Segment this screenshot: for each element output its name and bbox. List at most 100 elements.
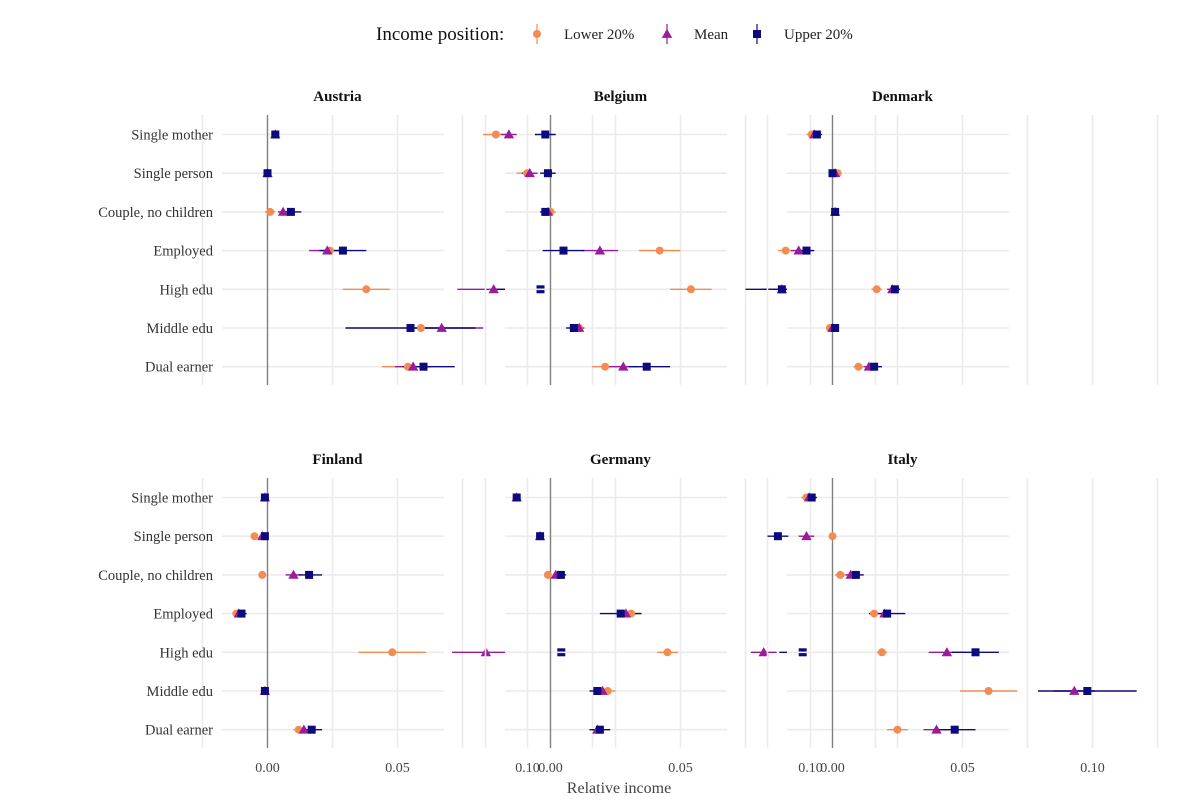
- point-mean: [801, 531, 812, 541]
- point-mean: [793, 245, 804, 255]
- point-lower-20: [893, 725, 902, 734]
- point-upper-20: [419, 362, 428, 371]
- panel-denmark: Denmark: [766, 89, 1159, 385]
- category-label: Employed: [153, 607, 213, 623]
- point-upper-20: [286, 207, 295, 216]
- point-upper-20: [812, 130, 821, 139]
- point-upper-20: [569, 324, 578, 332]
- x-tick-label: 0.00: [255, 761, 280, 776]
- point-lower-20: [984, 687, 993, 695]
- point-upper-20: [616, 609, 625, 618]
- point-lower-20: [872, 285, 881, 294]
- x-tick-label: 0.05: [950, 761, 975, 776]
- series-group: [767, 492, 1137, 734]
- category-label: Dual earner: [145, 360, 213, 376]
- point-lower-20: [491, 130, 500, 139]
- point-upper-20: [260, 532, 269, 541]
- category-label: Single person: [134, 529, 214, 545]
- point-mean: [594, 245, 606, 255]
- grid: [201, 478, 594, 748]
- point-mean: [524, 168, 535, 178]
- x-axis-title: Relative income: [567, 780, 671, 797]
- point-upper-20: [831, 207, 840, 216]
- point-lower-20: [250, 532, 259, 541]
- point-lower-20: [877, 648, 886, 657]
- point-mean: [322, 245, 333, 255]
- category-label: Couple, no children: [98, 568, 214, 584]
- point-mean: [436, 322, 447, 332]
- point-upper-20: [263, 169, 272, 178]
- point-lower-20: [258, 570, 267, 579]
- category-label: Employed: [153, 244, 213, 260]
- x-tick-label: 0.10: [515, 761, 540, 776]
- legend: Income position: Lower 20% Mean Upper 20%: [376, 24, 853, 45]
- point-lower-20: [836, 570, 845, 579]
- legend-entries: Lower 20% Mean Upper 20%: [533, 24, 853, 44]
- panel-title: Germany: [590, 452, 651, 468]
- category-label: Single mother: [131, 128, 213, 144]
- panel-title: Finland: [312, 452, 363, 468]
- legend-key-marker: [753, 30, 761, 38]
- point-upper-20: [971, 648, 980, 657]
- point-upper-20: [307, 725, 316, 734]
- point-lower-20: [416, 324, 425, 332]
- point-upper-20: [642, 362, 651, 371]
- category-label: High edu: [159, 282, 213, 298]
- point-upper-20: [883, 609, 892, 618]
- point-mean: [407, 361, 419, 371]
- x-tick-label: 0.00: [820, 761, 845, 776]
- category-label: Single mother: [131, 491, 213, 507]
- point-upper-20: [559, 246, 568, 255]
- legend-entry: Mean: [661, 24, 729, 44]
- panel-austria: Austria Single mother Single person Couple,…: [98, 89, 594, 385]
- point-upper-20: [831, 324, 840, 332]
- point-upper-20: [305, 570, 314, 579]
- point-upper-20: [260, 687, 269, 695]
- point-upper-20: [595, 725, 604, 734]
- point-lower-20: [266, 207, 275, 216]
- panel-italy: Italy 0.00 0.05 0.10: [766, 452, 1159, 776]
- point-upper-20: [556, 570, 565, 579]
- legend-entry: Upper 20%: [753, 24, 853, 44]
- point-mean: [298, 724, 310, 734]
- point-upper-20: [1083, 687, 1092, 695]
- category-label: Dual earner: [145, 723, 213, 739]
- panel-title: Austria: [313, 89, 362, 105]
- legend-key-marker: [661, 28, 673, 38]
- series-group: [777, 129, 901, 371]
- point-upper-20: [593, 687, 602, 695]
- point-mean: [288, 569, 299, 579]
- category-label: Middle edu: [147, 684, 213, 700]
- point-upper-20: [890, 285, 899, 294]
- point-upper-20: [237, 609, 246, 618]
- x-tick-label: 0.00: [538, 761, 563, 776]
- point-upper-20: [807, 493, 816, 502]
- point-mean: [1069, 685, 1080, 695]
- point-lower-20: [854, 362, 863, 371]
- point-upper-20: [541, 207, 550, 216]
- point-upper-20: [543, 169, 552, 178]
- category-label: High edu: [159, 645, 213, 661]
- point-upper-20: [851, 570, 860, 579]
- panel-finland: Finland Single mother Single person Couple,…: [98, 452, 614, 776]
- point-lower-20: [663, 648, 672, 657]
- legend-title: Income position:: [376, 24, 504, 45]
- x-tick-label: 0.10: [1080, 761, 1105, 776]
- point-lower-20: [543, 570, 552, 579]
- point-lower-20: [781, 246, 790, 255]
- legend-label: Mean: [694, 27, 729, 43]
- panel-title: Belgium: [594, 89, 648, 105]
- grid: [766, 478, 1159, 748]
- point-lower-20: [828, 532, 837, 541]
- point-mean: [277, 206, 289, 216]
- point-mean: [941, 647, 953, 657]
- point-lower-20: [388, 648, 397, 657]
- panel-title: Italy: [887, 452, 918, 468]
- panel-belgium: Belgium: [482, 89, 877, 385]
- point-upper-20: [773, 532, 782, 541]
- legend-key-marker: [533, 30, 541, 38]
- category-label: Couple, no children: [98, 205, 214, 221]
- point-upper-20: [777, 285, 786, 294]
- point-lower-20: [655, 246, 664, 255]
